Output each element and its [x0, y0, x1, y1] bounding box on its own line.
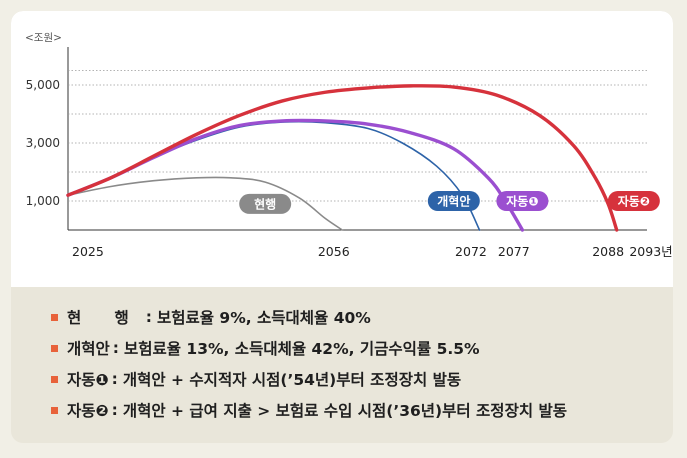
- x-tick-label: 2093년: [629, 244, 672, 259]
- legend-colon: :: [111, 401, 118, 419]
- legend-desc: 보험료율 9%, 소득대체율 40%: [156, 309, 371, 327]
- y-tick-label: 3,000: [26, 136, 60, 150]
- series-line-3: [66, 84, 619, 232]
- series-line-0: [67, 176, 344, 231]
- legend-colon: :: [111, 370, 118, 388]
- legend-name: 자동❶: [67, 371, 109, 389]
- legend-bullet: [51, 344, 58, 352]
- series-line-2: [66, 118, 525, 232]
- legend-desc: 보험료율 13%, 소득대체율 42%, 기금수익률 5.5%: [123, 340, 480, 358]
- series-label-pill-3: [607, 191, 660, 211]
- legend: 현 행 : 보험료율 9%, 소득대체율 40% 개혁안 : 보험료율 13%,…: [11, 287, 673, 443]
- fund-projection-chart: <조원> 1,000 3,000 5,000 2025 2056 2072 2077 2088 2…: [25, 32, 673, 259]
- y-tick-label: 5,000: [26, 78, 60, 92]
- series-label-1: 개혁안: [437, 194, 470, 209]
- series-label-pill-2: [496, 191, 549, 211]
- legend-item-auto2: 자동❷ : 개혁안 + 급여 지출 > 보험료 수입 시점(’36년)부터 조정…: [51, 397, 567, 423]
- legend-desc: 개혁안 + 수지적자 시점(’54년)부터 조정장치 발동: [122, 371, 462, 389]
- legend-name: 현 행: [67, 309, 143, 327]
- x-tick-label: 2088: [592, 244, 624, 259]
- legend-bullet: [51, 375, 58, 383]
- legend-bullet: [51, 313, 58, 321]
- x-tick-label: 2056: [318, 244, 350, 259]
- chart-panel: <조원> 1,000 3,000 5,000 2025 2056 2072 2077 2088 2…: [11, 11, 673, 287]
- legend-colon: :: [145, 308, 152, 326]
- legend-name: 개혁안: [67, 340, 110, 358]
- series-label-pill-0: [239, 193, 292, 214]
- legend-name: 자동❷: [67, 402, 109, 420]
- legend-bullet: [51, 406, 58, 414]
- series-label-2: 자동❶: [506, 194, 538, 209]
- figure-card: <조원> 1,000 3,000 5,000 2025 2056 2072 2077 2088 2…: [11, 11, 673, 443]
- y-tick-label: 1,000: [26, 194, 60, 208]
- x-tick-label: 2025: [72, 244, 104, 259]
- unit-label: <조원>: [25, 32, 62, 44]
- series-label-3: 자동❷: [618, 194, 650, 209]
- legend-item-current: 현 행 : 보험료율 9%, 소득대체율 40%: [51, 304, 371, 330]
- legend-item-reform: 개혁안 : 보험료율 13%, 소득대체율 42%, 기금수익률 5.5%: [51, 335, 480, 361]
- legend-colon: :: [112, 339, 119, 357]
- x-tick-label: 2077: [498, 244, 530, 259]
- legend-item-auto1: 자동❶ : 개혁안 + 수지적자 시점(’54년)부터 조정장치 발동: [51, 366, 461, 392]
- series-label-pill-1: [427, 191, 480, 211]
- series-label-0: 현행: [254, 196, 276, 211]
- x-tick-label: 2072: [455, 244, 487, 259]
- legend-desc: 개혁안 + 급여 지출 > 보험료 수입 시점(’36년)부터 조정장치 발동: [122, 402, 568, 420]
